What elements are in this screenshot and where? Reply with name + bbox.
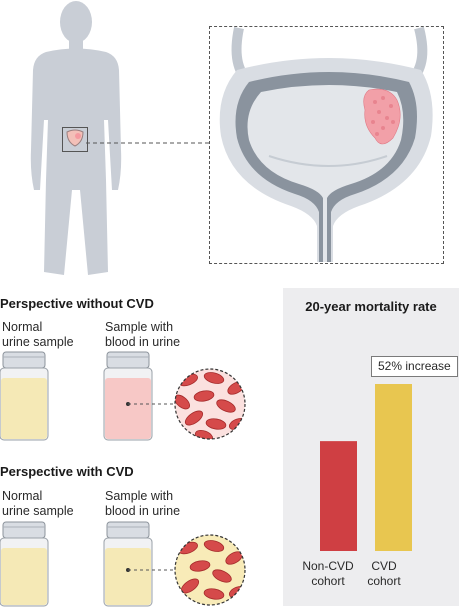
label-normal-line1: Normal: [2, 320, 43, 334]
jar-blood-top: [103, 351, 153, 441]
label-blood-sample-top: Sample with blood in urine: [105, 320, 225, 350]
label-normal-sample-top: Normal urine sample: [2, 320, 102, 350]
x-label-cvd-line1: CVD: [371, 559, 397, 573]
heading-without-cvd: Perspective without CVD: [0, 296, 154, 311]
dashed-connector-top: [128, 403, 176, 405]
x-label-non-cvd-line2: cohort: [311, 574, 345, 588]
jar-blood-bottom: [103, 521, 153, 607]
label-blood-line1: Sample with: [105, 320, 174, 334]
annotation-badge: 52% increase: [371, 356, 458, 377]
label-normal-line2-b: urine sample: [2, 504, 74, 518]
label-blood-line2-b: blood in urine: [105, 504, 181, 518]
bar-cvd: [375, 384, 412, 551]
mortality-bar-chart: [320, 384, 412, 551]
dashed-connector-bottom: [128, 569, 176, 571]
mortality-chart-panel: [283, 288, 459, 606]
bladder-illustration: [219, 26, 433, 262]
label-normal-line2: urine sample: [2, 335, 74, 349]
x-label-cvd-line2: cohort: [367, 574, 401, 588]
label-normal-sample-bottom: Normal urine sample: [2, 489, 102, 519]
jar-normal-top: [0, 351, 49, 441]
chart-title: 20-year mortality rate: [305, 299, 437, 314]
bladder-location-marker: [62, 127, 88, 152]
magnified-blood-cells-top: [174, 368, 246, 440]
x-label-non-cvd: Non-CVD cohort: [298, 559, 358, 589]
human-silhouette: [30, 1, 122, 275]
bar-non-cvd: [320, 441, 357, 551]
small-bladder-icon: [66, 129, 84, 147]
x-label-non-cvd-line1: Non-CVD: [302, 559, 354, 573]
label-normal-line1-b: Normal: [2, 489, 43, 503]
zoom-connector-line: [86, 142, 209, 144]
jar-normal-bottom: [0, 521, 49, 607]
zoom-box: [209, 26, 444, 264]
heading-with-cvd: Perspective with CVD: [0, 464, 134, 479]
x-label-cvd: CVD cohort: [354, 559, 414, 589]
magnified-blood-cells-bottom: [174, 534, 246, 606]
label-blood-line1-b: Sample with: [105, 489, 174, 503]
label-blood-sample-bottom: Sample with blood in urine: [105, 489, 225, 519]
label-blood-line2: blood in urine: [105, 335, 181, 349]
